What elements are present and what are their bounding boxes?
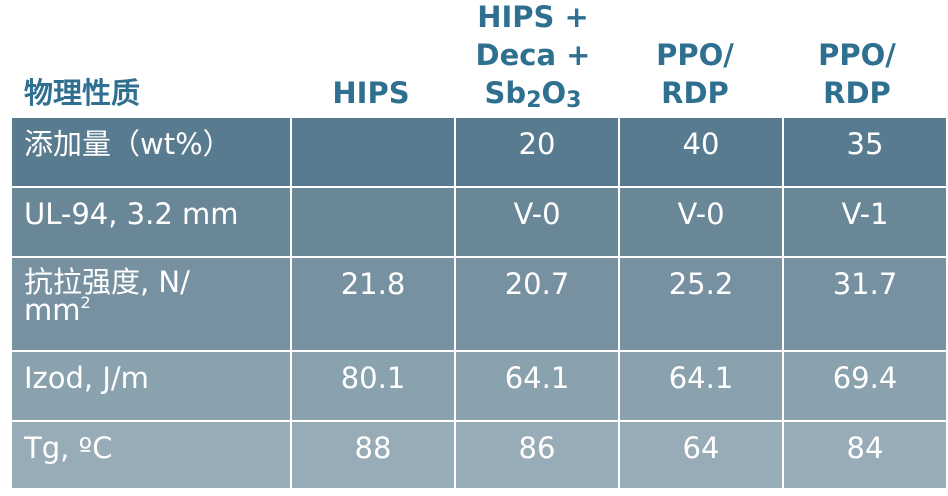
table-cell: 35 [784,118,946,188]
table-cell: 25.2 [620,258,782,352]
header-col2-o: O [541,76,567,110]
row-label-tensile-sup: 2 [80,293,91,312]
row-label-tensile-line2: mm [24,293,81,327]
header-property: 物理性质 [12,0,290,118]
header-col2-line1: HIPS + [477,0,589,34]
table-cell: 86 [456,422,618,490]
table-cell: V-0 [620,188,782,258]
table-cell: 40 [620,118,782,188]
table-cell: 64.1 [456,352,618,422]
table-body: 添加量（wt%） 20 40 35 UL-94, 3.2 mm V-0 V-0 … [12,118,946,490]
table-cell: 88 [292,422,454,490]
table-cell [292,188,454,258]
table-cell: 31.7 [784,258,946,352]
header-col2-sub2: 3 [566,88,582,113]
table-cell: V-1 [784,188,946,258]
header-col-hips-deca-text: HIPS + Deca + Sb2O3 [476,0,591,112]
table-cell: 64 [620,422,782,490]
table-cell: 21.8 [292,258,454,352]
row-label-tensile-line2-wrap: mm2 [24,293,290,327]
row-label-tensile: 抗拉强度, N/mm2 [12,258,290,352]
header-col-hips: HIPS [290,0,452,118]
table-cell: 69.4 [784,352,946,422]
row-label-loading: 添加量（wt%） [12,118,290,188]
table-cell: 64.1 [620,352,782,422]
row-label-izod: Izod, J/m [12,352,290,422]
row-label-ul94: UL-94, 3.2 mm [12,188,290,258]
header-col-ppo-rdp-1-text: PPO/ RDP [656,38,734,110]
header-col-hips-deca: HIPS + Deca + Sb2O3 [452,0,614,118]
row-label-tensile-line1: 抗拉强度, N/ [24,265,190,299]
table-cell [292,118,454,188]
header-col-ppo-rdp-1: PPO/ RDP [614,0,776,118]
table-cell: 20.7 [456,258,618,352]
table-cell: V-0 [456,188,618,258]
table-cell: 20 [456,118,618,188]
header-col-hips-text: HIPS [332,76,410,110]
table-cell: 80.1 [292,352,454,422]
row-label-tg: Tg, ºC [12,422,290,490]
header-col2-sub1: 2 [526,88,542,113]
header-col-ppo-rdp-2-text: PPO/ RDP [818,38,896,110]
table-cell: 84 [784,422,946,490]
header-col-ppo-rdp-2: PPO/ RDP [776,0,938,118]
header-col2-sb: Sb [484,76,527,110]
header-col2-line2: Deca + [475,38,591,72]
header-property-text: 物理性质 [24,76,141,110]
